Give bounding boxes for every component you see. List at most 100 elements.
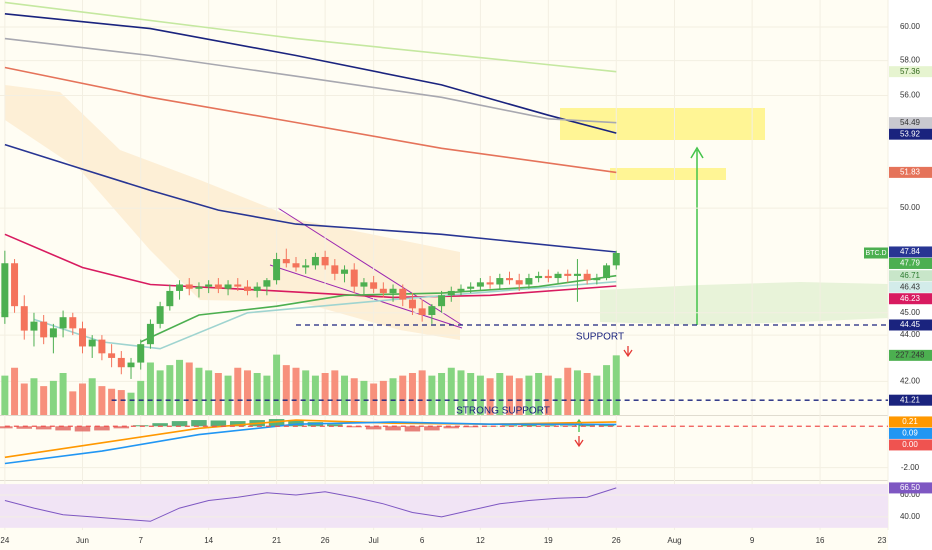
y-tick-label: 56.00 <box>900 91 921 100</box>
price-label-box <box>889 166 932 178</box>
ma-line <box>4 421 617 465</box>
y-tick-label: 50.00 <box>900 203 921 212</box>
volume-bar <box>438 373 446 415</box>
candle-body <box>447 290 455 296</box>
y-tick-label: 44.00 <box>900 330 921 339</box>
histogram-bar <box>152 423 168 427</box>
price-label: 57.36 <box>900 67 921 76</box>
volume-bar <box>302 370 310 415</box>
volume-bar <box>185 362 193 415</box>
candle-body <box>535 275 543 279</box>
target-zone <box>610 168 726 180</box>
price-label: 54.49 <box>900 118 921 127</box>
volume-bar <box>98 386 106 415</box>
volume-bar <box>496 373 504 415</box>
volume-bar <box>117 390 125 415</box>
histogram-bar <box>230 421 246 427</box>
volume-bar <box>467 373 475 415</box>
volume-bar <box>205 370 213 415</box>
price-label-box <box>889 319 932 331</box>
candle-body <box>408 299 416 309</box>
volume-bar <box>20 383 28 415</box>
candle-body <box>273 259 281 281</box>
candle-body <box>311 256 319 266</box>
volume-bar <box>428 375 436 415</box>
arrow-head <box>690 146 704 159</box>
price-label: 44.45 <box>900 320 921 329</box>
candle-body <box>476 282 484 287</box>
histogram-bar <box>113 426 130 429</box>
candle-body <box>603 265 611 279</box>
candle-body <box>20 306 28 331</box>
y-tick-label: 45.00 <box>900 308 921 317</box>
x-tick-label: 21 <box>272 536 281 545</box>
volume-bar <box>331 370 339 415</box>
volume-bar <box>379 380 387 415</box>
candle-body <box>554 273 562 279</box>
price-label: 46.71 <box>900 271 921 280</box>
candle-body <box>1 263 9 318</box>
candle-body <box>282 259 290 264</box>
volume-bar <box>389 378 397 415</box>
candle-body <box>593 278 601 281</box>
histogram-bar <box>288 420 304 427</box>
plot-background <box>0 0 888 550</box>
histogram-bar <box>74 426 91 432</box>
candle-body <box>302 265 310 268</box>
candle-body <box>544 275 552 279</box>
volume-bar <box>457 370 465 415</box>
histogram-bar <box>579 425 595 427</box>
volume-bar <box>370 383 378 415</box>
volume-bar <box>214 373 222 415</box>
candle-body <box>496 278 504 285</box>
x-tick-label: 24 <box>0 536 9 545</box>
price-label: 47.79 <box>900 259 921 268</box>
volume-bar <box>78 383 86 415</box>
price-label-box <box>889 482 932 494</box>
price-label-box <box>889 270 932 282</box>
candle-body <box>612 253 620 266</box>
price-label: 227.248 <box>896 350 925 359</box>
price-label-box <box>889 117 932 129</box>
histogram-bar <box>35 426 52 430</box>
volume-bar <box>243 370 251 415</box>
volume-bar <box>224 375 232 415</box>
candle-body <box>389 288 397 294</box>
volume-bar <box>292 367 300 415</box>
volume-bar <box>146 362 154 415</box>
volume-bar <box>273 354 281 415</box>
histogram-bar <box>424 426 440 431</box>
volume-bar <box>486 378 494 415</box>
price-label-box <box>889 349 932 361</box>
histogram-bar <box>404 426 421 432</box>
histogram-bar <box>482 425 498 427</box>
x-tick-label: 26 <box>321 536 330 545</box>
candle-body <box>321 256 329 266</box>
volume-bar <box>554 378 562 415</box>
price-label: 46.23 <box>900 294 921 303</box>
candle-body <box>379 288 387 294</box>
volume-bar <box>341 375 349 415</box>
level-label: SUPPORT <box>576 332 624 343</box>
volume-bar <box>515 378 523 415</box>
candle-body <box>224 284 232 289</box>
y-tick-label: 40.00 <box>900 512 921 521</box>
price-label-box <box>889 257 932 269</box>
candle-body <box>253 286 261 291</box>
candle-body <box>583 273 591 281</box>
ma-line <box>4 37 617 124</box>
volume-bar <box>535 373 543 415</box>
x-tick-label: Jul <box>369 536 379 545</box>
x-tick-label: 6 <box>420 536 425 545</box>
candle-body <box>243 286 251 291</box>
price-label: 51.83 <box>900 167 921 176</box>
ma-line <box>4 143 617 253</box>
volume-bar <box>127 392 135 415</box>
y-tick-label: 60.00 <box>900 22 921 31</box>
candle-body <box>88 339 96 347</box>
volume-bar <box>573 370 581 415</box>
volume-bar <box>612 355 620 415</box>
y-tick-label: 60.00 <box>900 490 921 499</box>
